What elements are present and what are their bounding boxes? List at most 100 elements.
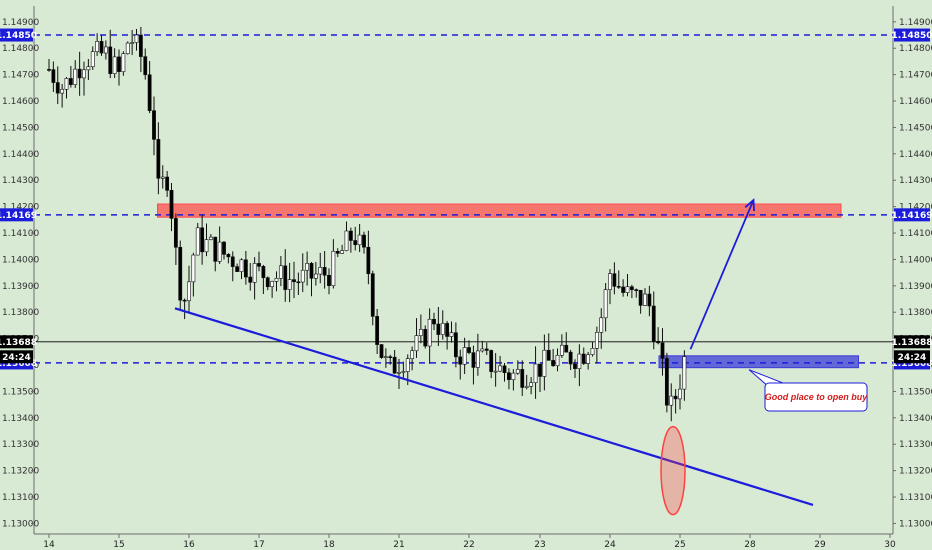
- candle-body: [586, 354, 591, 364]
- candle-body: [322, 267, 327, 276]
- highlight-ellipse: [660, 425, 686, 516]
- candle-body: [169, 190, 174, 219]
- candle-body: [651, 305, 656, 342]
- y-tick-label-left: 1.14100: [2, 229, 39, 239]
- candle-body: [344, 230, 349, 251]
- price-tag-1.13688-label-right: 1.13688: [892, 338, 932, 348]
- candle-body: [191, 254, 196, 283]
- candle-body: [95, 41, 100, 52]
- candle-body: [555, 355, 560, 367]
- candle-body: [475, 350, 480, 368]
- candle-body: [165, 176, 170, 191]
- candle-body: [178, 246, 183, 301]
- price-tag-1.14850-label-right: 1.14850: [892, 31, 932, 41]
- x-tick-label: 15: [113, 540, 124, 550]
- y-tick-label-right: 1.14900: [899, 18, 932, 28]
- candle-body: [375, 316, 380, 345]
- candle-body: [156, 139, 161, 179]
- y-tick-label-right: 1.14000: [899, 255, 932, 265]
- candle-body: [370, 273, 375, 317]
- price-tag-1.13608-label-left: 1.13608: [0, 359, 37, 369]
- support-trendline: [174, 307, 814, 507]
- candle-body: [182, 299, 187, 302]
- candle-body: [673, 395, 678, 400]
- y-tick-label-left: 1.14400: [2, 150, 39, 160]
- candle-body: [388, 356, 393, 359]
- time-tag-left: [0, 350, 33, 364]
- candle-body: [143, 56, 148, 76]
- x-tick-label: 28: [744, 540, 756, 550]
- candle-body: [594, 332, 599, 349]
- price-tag-1.14850-left: [0, 28, 33, 42]
- candle-body: [568, 351, 573, 365]
- price-tag-1.13688-left: [0, 335, 33, 349]
- candle-body: [51, 69, 56, 83]
- candle-body: [432, 318, 436, 325]
- candle-body: [480, 348, 485, 352]
- time-tag-right: [894, 350, 930, 364]
- candle-body: [581, 353, 586, 364]
- candle-body: [612, 273, 617, 287]
- x-tick-label: 17: [253, 540, 264, 550]
- candle-body: [121, 53, 126, 72]
- resistance-zone: [157, 203, 842, 218]
- candle-body: [559, 344, 564, 356]
- candle-body: [257, 263, 261, 267]
- candle-body: [265, 277, 270, 288]
- candle-body: [427, 318, 432, 347]
- y-tick-label-left: 1.14300: [2, 176, 39, 186]
- y-tick-label-right: 1.14300: [899, 176, 932, 186]
- candle-body: [436, 323, 441, 335]
- candle-body: [152, 110, 156, 140]
- candle-body: [362, 234, 366, 248]
- candle-body: [217, 241, 222, 262]
- candle-body: [669, 395, 674, 406]
- candle-body: [616, 286, 621, 288]
- candle-body: [200, 227, 205, 253]
- y-tick-label-left: 1.13300: [2, 440, 39, 450]
- candle-body: [213, 236, 218, 262]
- y-tick-label-left: 1.14700: [2, 71, 39, 81]
- y-tick-label-left: 1.14500: [2, 123, 39, 133]
- candle-body: [204, 239, 209, 253]
- candle-body: [134, 34, 139, 43]
- x-tick-label: 29: [814, 540, 826, 550]
- candle-body: [660, 342, 665, 359]
- candle-body: [82, 69, 86, 79]
- candle-body: [77, 68, 82, 79]
- y-tick-label-left: 1.13400: [2, 414, 39, 424]
- x-tick-label: 23: [534, 540, 545, 550]
- candle-body: [366, 246, 371, 275]
- candle-body: [73, 68, 78, 85]
- candle-body: [625, 286, 630, 293]
- candle-body: [112, 56, 117, 74]
- y-tick-label-right: 1.14800: [899, 44, 932, 54]
- candle-body: [278, 265, 283, 279]
- y-tick-label-left: 1.13100: [2, 493, 39, 503]
- price-tag-1.14850-right: [894, 28, 930, 42]
- candle-body: [489, 350, 494, 372]
- x-tick-label: 22: [463, 540, 474, 550]
- candle-body: [414, 335, 419, 352]
- candle-body: [423, 329, 428, 347]
- candle-body: [235, 266, 240, 272]
- candle-body: [357, 234, 362, 246]
- candle-body: [682, 356, 687, 390]
- candle-body: [252, 263, 257, 283]
- candle-body: [270, 281, 275, 288]
- candle-body: [160, 176, 165, 179]
- y-tick-label-right: 1.14600: [899, 97, 932, 107]
- y-tick-label-left: 1.13800: [2, 308, 39, 318]
- candle-body: [664, 358, 669, 406]
- candle-body: [458, 356, 463, 365]
- candle-body: [274, 278, 279, 282]
- candle-body: [449, 332, 454, 337]
- candle-body: [634, 289, 639, 291]
- y-tick-label-right: 1.13300: [899, 440, 932, 450]
- y-tick-label-right: 1.13800: [899, 308, 932, 318]
- candle-body: [590, 348, 595, 355]
- candle-body: [327, 274, 331, 286]
- candle-body: [47, 69, 51, 71]
